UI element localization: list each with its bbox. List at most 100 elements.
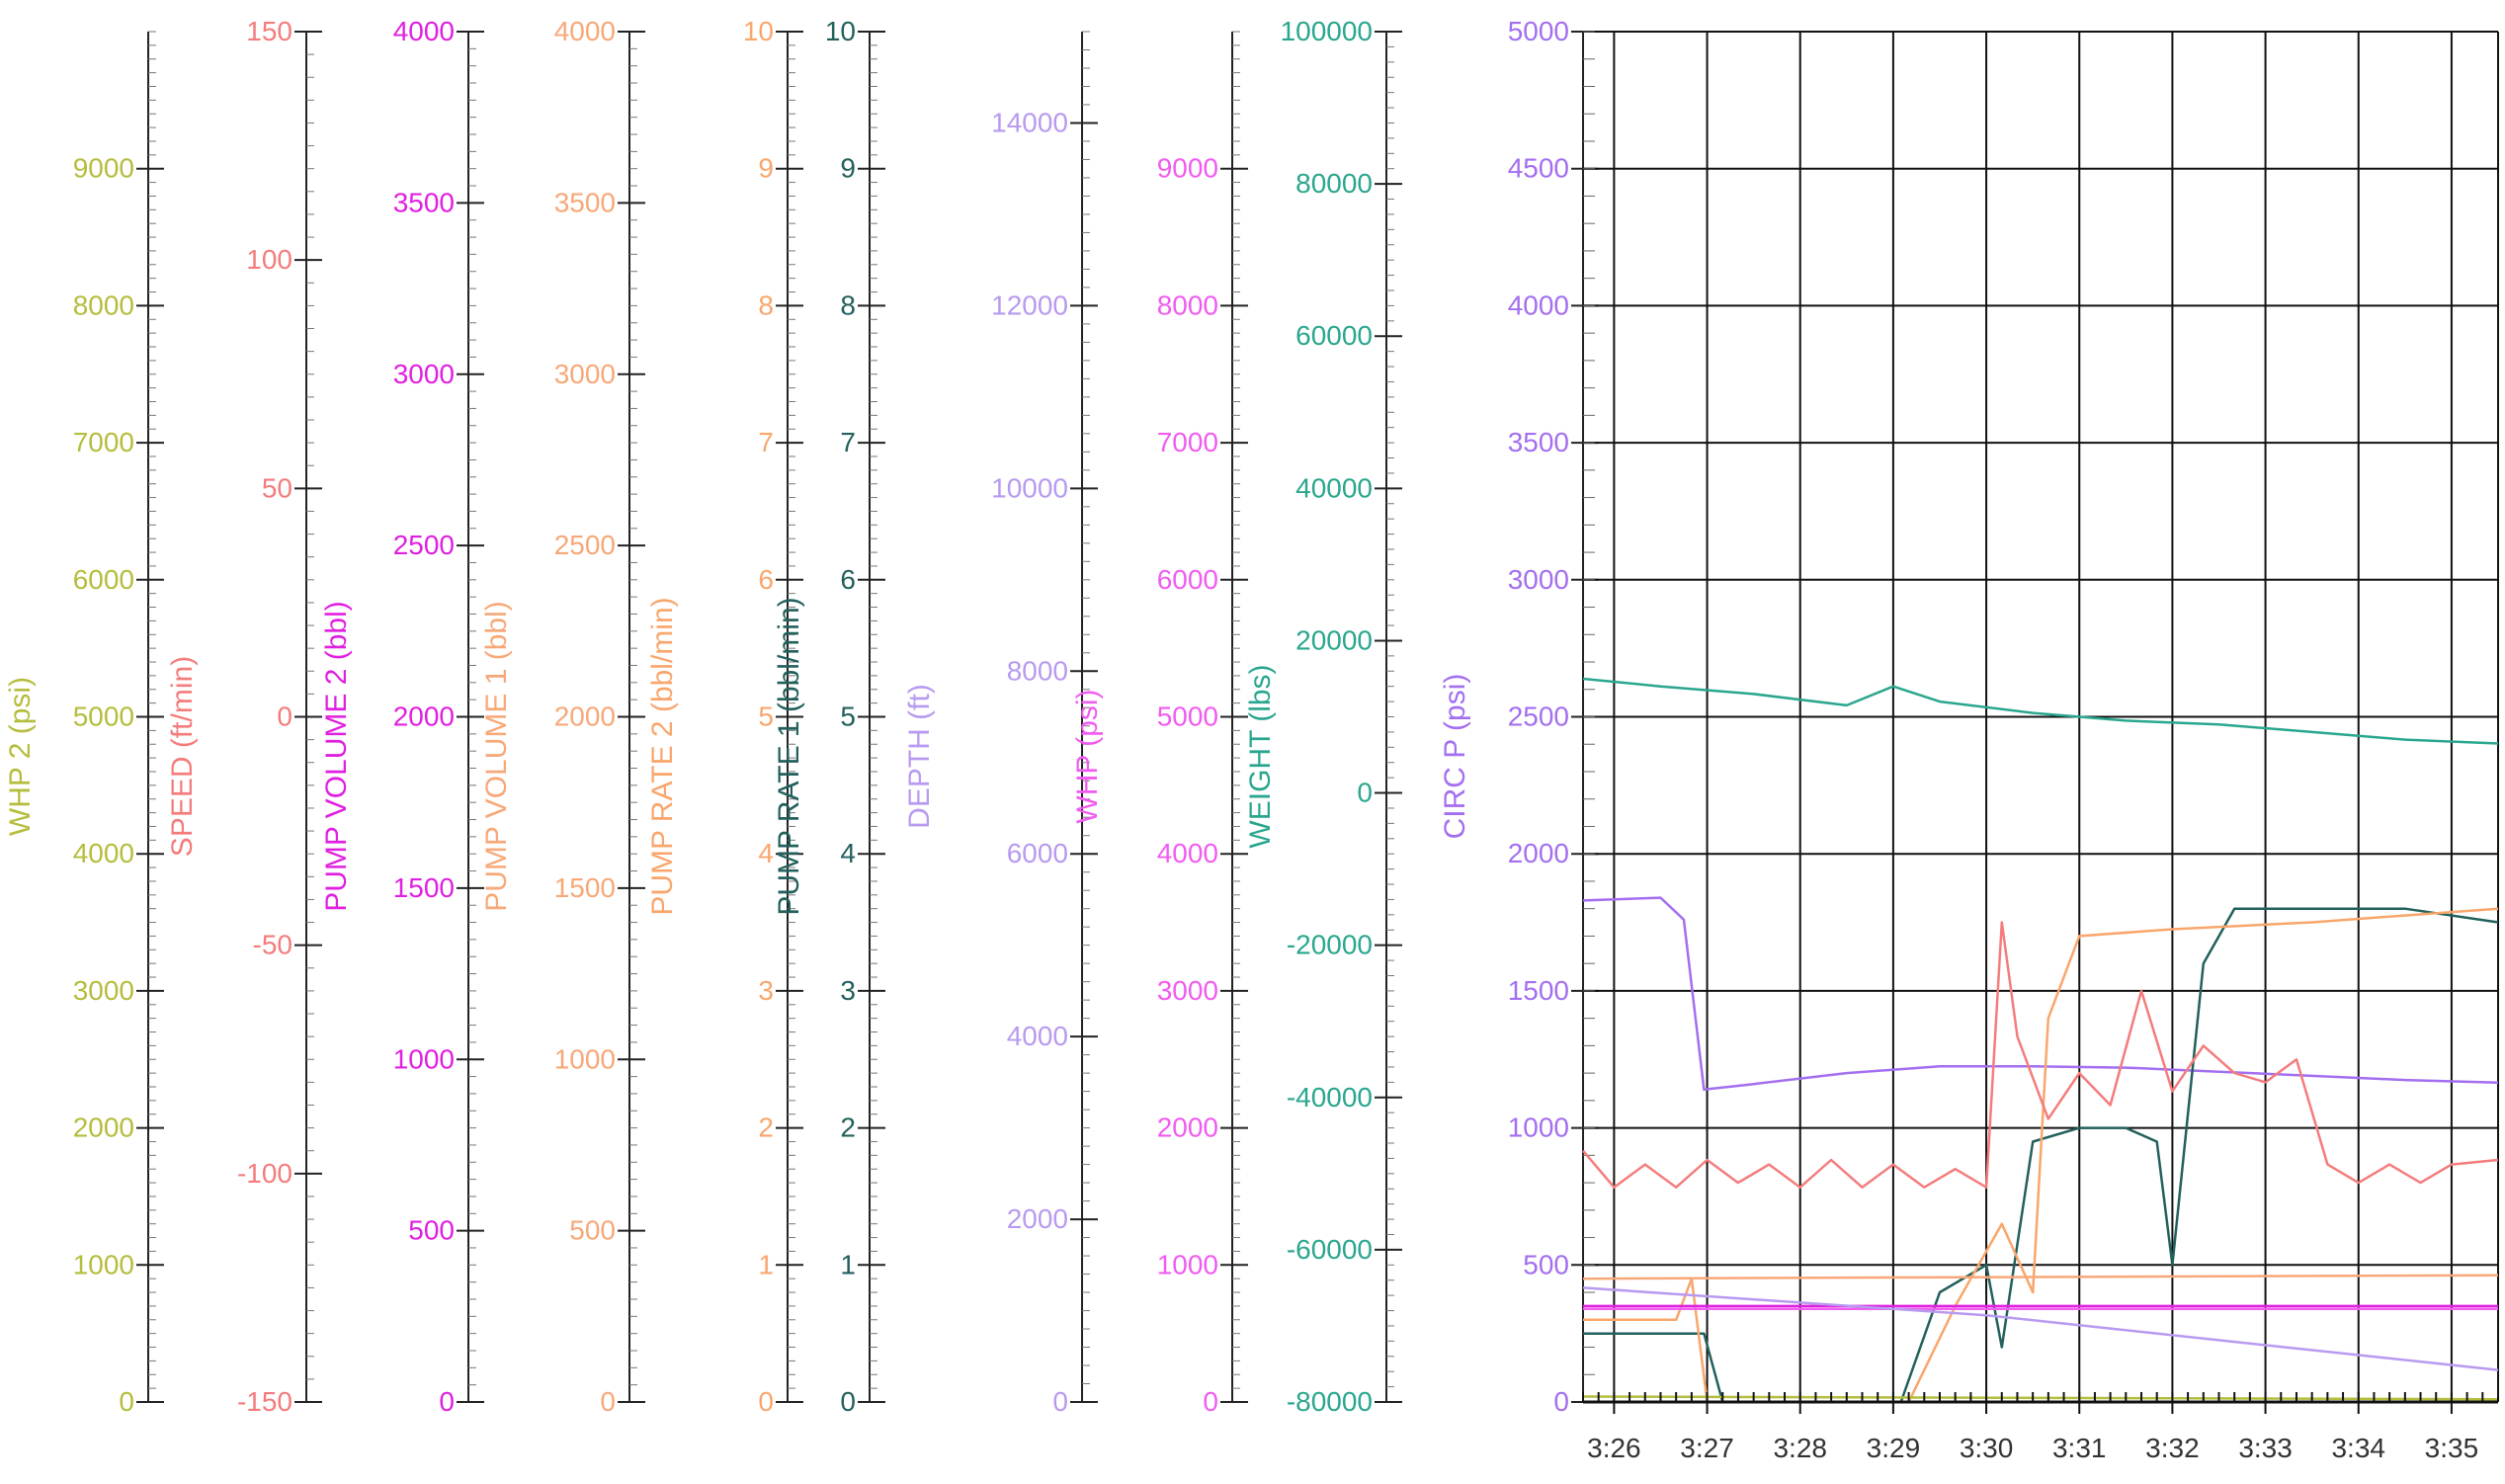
x-tick-label: 3:31 <box>2052 1433 2107 1463</box>
tick-label: 7000 <box>73 427 134 457</box>
axis-title-name: SPEED <box>166 748 199 857</box>
tick-label: 500 <box>569 1215 616 1246</box>
axis-title-whp: WHP (psi) <box>1071 689 1104 823</box>
tick-label: 1000 <box>554 1043 616 1074</box>
axis-pump-rate-2: 0 1 2 3 4 5 6 7 8 9 10 PUMP RATE 2 (bbl/min) <box>646 16 803 1417</box>
tick-label: 2000 <box>73 1113 134 1143</box>
axis-title-circ-p: CIRC P (psi) <box>1439 674 1471 840</box>
tick-label: 3500 <box>393 187 455 217</box>
tick-label: 3000 <box>393 359 455 389</box>
tick-label: 1000 <box>1157 1249 1218 1279</box>
tick-label: 3 <box>758 975 774 1006</box>
tick-label: 3500 <box>554 187 616 217</box>
axis-whp: 0 1000 2000 3000 4000 5000 6000 7000 8000 9000 WHP… <box>1071 31 1248 1417</box>
tick-label: 3000 <box>1508 564 1569 595</box>
axis-pump-volume-1: 0 500 1000 1500 2000 2500 3000 3500 4000 PUMP VOL… <box>480 16 645 1417</box>
tick-label: 100 <box>246 244 292 275</box>
tick-label: 2500 <box>554 530 616 560</box>
tick-label: 40000 <box>1295 472 1373 503</box>
tick-label: 1 <box>758 1249 774 1279</box>
x-tick-label: 3:29 <box>1867 1433 1921 1463</box>
tick-label: 7000 <box>1157 427 1218 457</box>
tick-label: 5 <box>840 701 856 732</box>
tick-label: -100 <box>237 1158 292 1189</box>
tick-label: 6 <box>840 564 856 595</box>
axis-title-name: DEPTH <box>903 720 936 829</box>
tick-label: 6000 <box>73 564 134 595</box>
tick-label: 14000 <box>991 107 1068 137</box>
tick-label: 80000 <box>1295 168 1373 199</box>
axis-speed: -150 -100 -50 0 50 100 150 SPEED (ft/min) <box>166 16 322 1417</box>
tick-label: 3500 <box>1508 427 1569 457</box>
axis-title-name: PUMP RATE 1 <box>773 712 805 916</box>
tick-label: 2500 <box>393 530 455 560</box>
tick-label: 2500 <box>1508 701 1569 732</box>
axis-title-pump-rate-1: PUMP RATE 1 (bbl/min) <box>773 597 805 915</box>
axis-title-whp-2: WHP 2 (psi) <box>4 677 37 836</box>
tick-label: -50 <box>253 930 292 960</box>
tick-label: -150 <box>237 1386 292 1417</box>
axis-title-name: WHP <box>1071 747 1104 824</box>
tick-label: 1000 <box>1508 1113 1569 1143</box>
axis-title-unit: (psi) <box>1439 674 1471 731</box>
axis-title-name: PUMP VOLUME 2 <box>320 660 353 912</box>
tick-label: 500 <box>408 1215 455 1246</box>
tick-label: 6000 <box>1007 838 1068 868</box>
tick-label: 9 <box>758 153 774 184</box>
tick-label: 5000 <box>73 701 134 732</box>
tick-label: 60000 <box>1295 320 1373 351</box>
tick-label: 2000 <box>1007 1203 1068 1234</box>
tick-label: 8 <box>840 289 856 320</box>
tick-label: -20000 <box>1287 930 1373 960</box>
tick-label: 3000 <box>73 975 134 1006</box>
tick-label: 10 <box>743 16 774 46</box>
tick-label: 20000 <box>1295 624 1373 655</box>
x-tick-label: 3:33 <box>2238 1433 2293 1463</box>
axis-title-pump-rate-2: PUMP RATE 2 (bbl/min) <box>646 597 679 915</box>
axis-title-unit: (psi) <box>4 677 37 734</box>
tick-label: 1000 <box>393 1043 455 1074</box>
tick-label: 9 <box>840 153 856 184</box>
x-tick-label: 3:32 <box>2145 1433 2200 1463</box>
tick-label: 1000 <box>73 1249 134 1279</box>
series-line-depth <box>1582 1286 2499 1371</box>
tick-label: 7 <box>840 427 856 457</box>
series-line-pump-volume-1 <box>1582 1274 2499 1280</box>
axis-title-name: WHP 2 <box>4 734 37 836</box>
tick-label: 2 <box>758 1113 774 1143</box>
tick-label: 8000 <box>1007 655 1068 686</box>
tick-label: 100000 <box>1281 16 1373 46</box>
axis-title-speed: SPEED (ft/min) <box>166 656 199 857</box>
axis-title-depth: DEPTH (ft) <box>903 684 936 829</box>
tick-label: 10 <box>825 16 856 46</box>
tick-label: 9000 <box>73 153 134 184</box>
axis-whp-2: 0 1000 2000 3000 4000 5000 6000 7000 8000 9000 WHP… <box>4 31 164 1417</box>
tick-label: 5000 <box>1157 701 1218 732</box>
tick-label: 4 <box>758 838 774 868</box>
axis-title-pump-volume-2: PUMP VOLUME 2 (bbl) <box>320 601 353 912</box>
axis-title-unit: (ft) <box>903 684 936 720</box>
axis-pump-volume-2: 0 500 1000 1500 2000 2500 3000 3500 4000 PUMP VOL… <box>320 16 484 1417</box>
tick-label: 12000 <box>991 289 1068 320</box>
tick-label: 1500 <box>393 872 455 903</box>
tick-label: 7 <box>758 427 774 457</box>
tick-label: -60000 <box>1287 1234 1373 1265</box>
axis-title-name: CIRC P <box>1439 731 1471 839</box>
tick-label: 2000 <box>393 701 455 732</box>
x-tick-label: 3:34 <box>2331 1433 2385 1463</box>
tick-label: 3 <box>840 975 856 1006</box>
x-tick-label: 3:35 <box>2425 1433 2479 1463</box>
x-tick-label: 3:27 <box>1680 1433 1734 1463</box>
axis-depth: 0 2000 4000 6000 8000 10000 12000 14000 DEPTH (f… <box>903 31 1098 1417</box>
tick-label: 8000 <box>1157 289 1218 320</box>
axis-weight: -80000 -60000 -40000 -20000 0 20000 40000 60000… <box>1244 16 1402 1417</box>
tick-label: 4000 <box>1007 1021 1068 1051</box>
tick-label: 0 <box>119 1386 134 1417</box>
x-axis: 3:26 3:27 3:28 3:29 3:30 3:31 3:32 3:33 3:34 3:35 <box>1582 1392 2499 1463</box>
axis-title-unit: (lbs) <box>1244 664 1277 721</box>
tick-label: 4000 <box>73 838 134 868</box>
series-line-whp-2 <box>1582 1395 2499 1401</box>
